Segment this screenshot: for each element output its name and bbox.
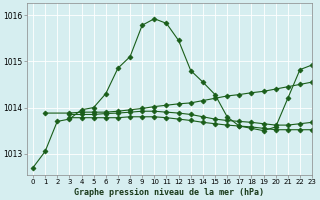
X-axis label: Graphe pression niveau de la mer (hPa): Graphe pression niveau de la mer (hPa): [75, 188, 265, 197]
